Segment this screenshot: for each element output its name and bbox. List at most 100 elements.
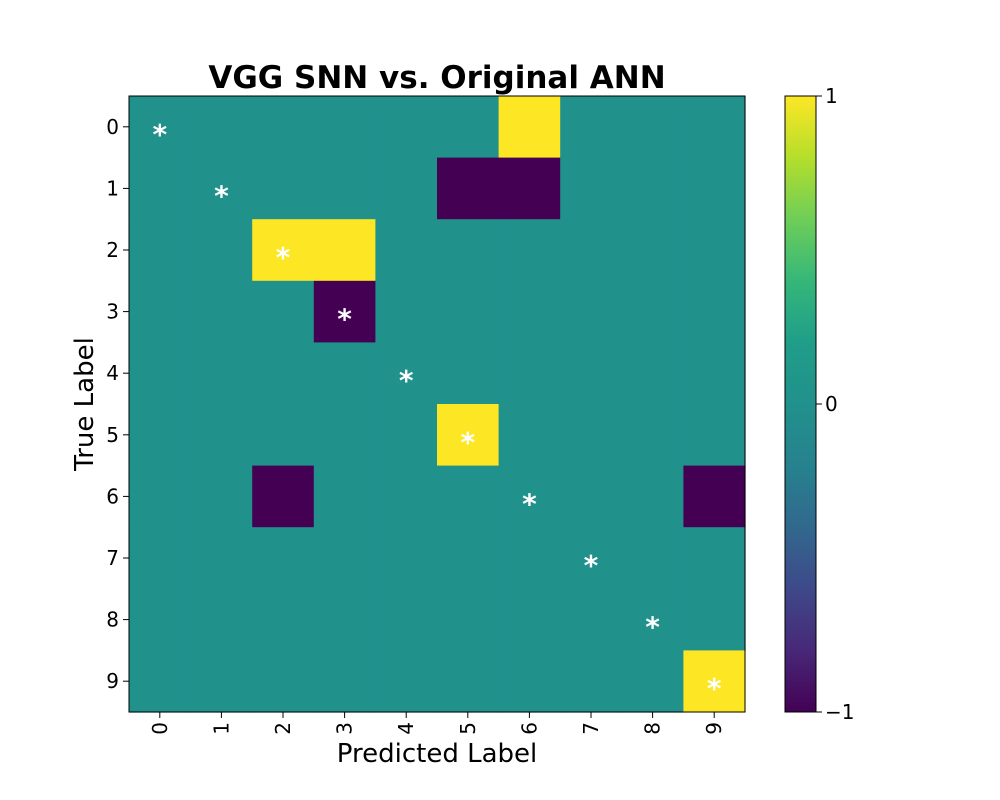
heatmap-cell (313, 465, 376, 528)
diagonal-marker: * (152, 118, 167, 151)
colorbar-gradient (784, 95, 817, 713)
heatmap-cell (190, 219, 253, 282)
heatmap-cell (129, 650, 192, 713)
heatmap-cell (375, 650, 438, 713)
heatmap-cell (621, 650, 684, 713)
heatmap-cell (129, 342, 192, 405)
colorbar-tick-label: −1 (825, 700, 854, 724)
heatmap-cell (437, 96, 500, 159)
x-tick-label: 3 (333, 722, 357, 735)
heatmap-cell (252, 527, 315, 590)
colorbar-tick-label: 1 (825, 84, 838, 108)
heatmap-cell (190, 342, 253, 405)
heatmap-cell (375, 404, 438, 467)
heatmap-cell (621, 157, 684, 220)
heatmap-cell (129, 219, 192, 282)
heatmap-plot-area: * * * * * * * * * * 0 1 2 3 4 5 6 7 8 9 0 1 2 3 4 5 6 7 8 9 (106, 95, 746, 735)
heatmap-cell (621, 96, 684, 159)
heatmap-cell (375, 588, 438, 651)
heatmap-cell (621, 465, 684, 528)
heatmap-cell (560, 404, 623, 467)
heatmap-cell (190, 527, 253, 590)
heatmap-cell (560, 280, 623, 343)
heatmap-cell (375, 465, 438, 528)
x-tick-label: 0 (148, 722, 172, 735)
heatmap-cell (498, 219, 561, 282)
colorbar-tick-label: 0 (825, 392, 838, 416)
heatmap-cell (129, 465, 192, 528)
heatmap-cell (375, 219, 438, 282)
heatmap-cell (683, 219, 746, 282)
diagonal-marker: * (276, 241, 291, 274)
x-tick-label: 8 (641, 722, 665, 735)
heatmap-cell (621, 219, 684, 282)
heatmap-cell (683, 527, 746, 590)
heatmap-cell (313, 342, 376, 405)
diagonal-marker: * (460, 426, 475, 459)
heatmap-cell (129, 527, 192, 590)
heatmap-cell (683, 465, 746, 528)
heatmap-cell (498, 650, 561, 713)
heatmap-cell (375, 157, 438, 220)
heatmap-cell (498, 280, 561, 343)
y-tick-label: 8 (106, 608, 119, 632)
heatmap-cell (560, 465, 623, 528)
heatmap-cell (683, 280, 746, 343)
heatmap-cell (375, 342, 438, 405)
heatmap-cell (252, 157, 315, 220)
heatmap-cell (129, 588, 192, 651)
diagonal-marker: * (399, 364, 414, 397)
heatmap-cell (313, 527, 376, 590)
heatmap-cell (252, 465, 315, 528)
heatmap-cell (621, 404, 684, 467)
heatmap-cell (252, 96, 315, 159)
heatmap-cell (498, 342, 561, 405)
heatmap-cell (621, 588, 684, 651)
heatmap-cell (190, 157, 253, 220)
chart-title: VGG SNN vs. Original ANN (208, 60, 665, 96)
y-tick-label: 9 (106, 669, 119, 693)
y-tick-label: 1 (106, 176, 119, 200)
heatmap-cell (190, 404, 253, 467)
heatmap-cell (190, 280, 253, 343)
heatmap-cell (437, 342, 500, 405)
colorbar: −1 0 1 (784, 84, 854, 724)
heatmap-cell (252, 342, 315, 405)
heatmap-cell (252, 404, 315, 467)
heatmap-cell (683, 650, 746, 713)
heatmap-cell (129, 280, 192, 343)
heatmap-cell (560, 588, 623, 651)
heatmap-cell (313, 650, 376, 713)
heatmap-cell (560, 157, 623, 220)
diagonal-marker: * (707, 672, 722, 705)
heatmap-cell (498, 465, 561, 528)
heatmap-cell (252, 280, 315, 343)
heatmap-cell (437, 280, 500, 343)
heatmap-cell (437, 219, 500, 282)
heatmap-cell (190, 96, 253, 159)
heatmap-cell (621, 527, 684, 590)
x-tick-label: 2 (271, 722, 295, 735)
heatmap-cell (560, 219, 623, 282)
plot-frame (128, 95, 746, 713)
diagonal-marker: * (522, 487, 537, 520)
x-tick-label: 1 (209, 722, 233, 735)
x-axis-label: Predicted Label (337, 739, 537, 769)
y-tick-label: 4 (106, 361, 119, 385)
heatmap-cell (375, 527, 438, 590)
heatmap-cell (190, 465, 253, 528)
y-tick-label: 6 (106, 484, 119, 508)
heatmap-cell (252, 650, 315, 713)
heatmap-cell (621, 280, 684, 343)
heatmap-cell (560, 96, 623, 159)
x-tick-label: 5 (456, 722, 480, 735)
heatmap-cell (498, 588, 561, 651)
heatmap-cell (313, 280, 376, 343)
heatmap-cell (190, 650, 253, 713)
x-tick-label: 4 (394, 722, 418, 735)
heatmap-cell (313, 588, 376, 651)
heatmap-cell (683, 404, 746, 467)
heatmap-cell (437, 650, 500, 713)
x-tick-label: 9 (702, 722, 726, 735)
heatmap-cell (313, 404, 376, 467)
